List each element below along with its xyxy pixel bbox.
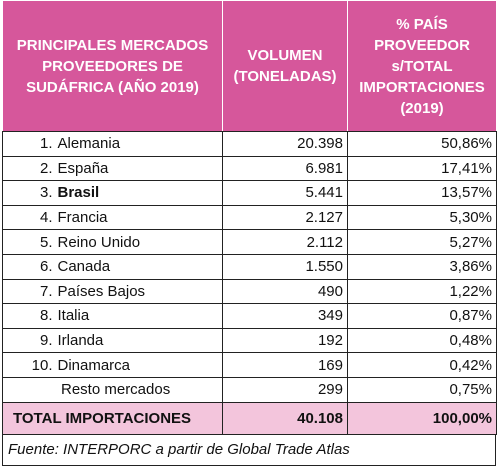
market-cell: Canada — [54, 253, 223, 280]
data-row: 9. Irlanda 192 0,48% — [2, 327, 497, 354]
rank-cell: 4. — [2, 204, 55, 231]
table-container: PRINCIPALES MERCADOS PROVEEDORES DE SUDÁ… — [2, 0, 497, 466]
market-cell: Italia — [54, 303, 223, 329]
share-cell: 3,86% — [347, 253, 497, 280]
share-cell: 5,27% — [347, 229, 497, 255]
market-cell: Resto mercados — [2, 376, 223, 403]
total-label: TOTAL IMPORTACIONES — [2, 401, 223, 435]
market-cell: Países Bajos — [54, 278, 223, 305]
rank-cell: 9. — [2, 327, 55, 354]
table-body: 1. Alemania 20.398 50,86% 2. España 6.981 17,41… — [2, 131, 497, 435]
rank-cell: 8. — [2, 303, 55, 329]
header-cell: PRINCIPALES MERCADOS PROVEEDORES DE SUDÁ… — [2, 0, 223, 132]
volume-cell: 20.398 — [222, 131, 348, 157]
share-cell: 0,48% — [347, 327, 497, 354]
volume-cell: 169 — [222, 352, 348, 378]
data-row: 6. Canada 1.550 3,86% — [2, 253, 497, 280]
rank-cell: 5. — [2, 229, 55, 255]
rank-cell: 2. — [2, 155, 55, 182]
market-cell: Dinamarca — [54, 352, 223, 378]
volume-cell: 6.981 — [222, 155, 348, 182]
share-cell: 13,57% — [347, 180, 497, 206]
data-row: 1. Alemania 20.398 50,86% — [2, 131, 497, 157]
volume-cell: 2.112 — [222, 229, 348, 255]
data-row: 2. España 6.981 17,41% — [2, 155, 497, 182]
market-cell: Francia — [54, 204, 223, 231]
share-cell: 50,86% — [347, 131, 497, 157]
market-cell: Reino Unido — [54, 229, 223, 255]
volume-cell: 5.441 — [222, 180, 348, 206]
market-cell: Alemania — [54, 131, 223, 157]
market-cell: Brasil — [54, 180, 223, 206]
market-cell: Irlanda — [54, 327, 223, 354]
data-row: 8. Italia 349 0,87% — [2, 303, 497, 329]
data-row: 3. Brasil 5.441 13,57% — [2, 180, 497, 206]
header-cell: VOLUMEN (TONELADAS) — [222, 0, 348, 132]
volume-cell: 490 — [222, 278, 348, 305]
share-cell: 0,42% — [347, 352, 497, 378]
total-row: TOTAL IMPORTACIONES 40.108 100,00% — [2, 401, 497, 435]
data-row: 7. Países Bajos 490 1,22% — [2, 278, 497, 305]
volume-cell: 192 — [222, 327, 348, 354]
data-row: 10. Dinamarca 169 0,42% — [2, 352, 497, 378]
share-cell: 1,22% — [347, 278, 497, 305]
source-note: Fuente: INTERPORC a partir de Global Tra… — [2, 434, 496, 466]
data-row: 4. Francia 2.127 5,30% — [2, 204, 497, 231]
share-cell: 0,87% — [347, 303, 497, 329]
rank-cell: 6. — [2, 253, 55, 280]
market-table: PRINCIPALES MERCADOS PROVEEDORES DE SUDÁ… — [2, 0, 497, 435]
volume-cell: 299 — [222, 376, 348, 403]
rank-cell: 7. — [2, 278, 55, 305]
volume-cell: 1.550 — [222, 253, 348, 280]
rank-cell: 3. — [2, 180, 55, 206]
header-cell: % PAÍS PROVEEDOR s/TOTAL IMPORTACIONES (… — [347, 0, 497, 132]
rank-cell: 10. — [2, 352, 55, 378]
data-row: Resto mercados 299 0,75% — [2, 376, 497, 403]
market-cell: España — [54, 155, 223, 182]
volume-cell: 349 — [222, 303, 348, 329]
rank-cell: 1. — [2, 131, 55, 157]
share-cell: 17,41% — [347, 155, 497, 182]
header-row: PRINCIPALES MERCADOS PROVEEDORES DE SUDÁ… — [2, 0, 497, 132]
data-row: 5. Reino Unido 2.112 5,27% — [2, 229, 497, 255]
total-volume: 40.108 — [222, 401, 348, 435]
share-cell: 0,75% — [347, 376, 497, 403]
share-cell: 5,30% — [347, 204, 497, 231]
total-share: 100,00% — [347, 401, 497, 435]
volume-cell: 2.127 — [222, 204, 348, 231]
